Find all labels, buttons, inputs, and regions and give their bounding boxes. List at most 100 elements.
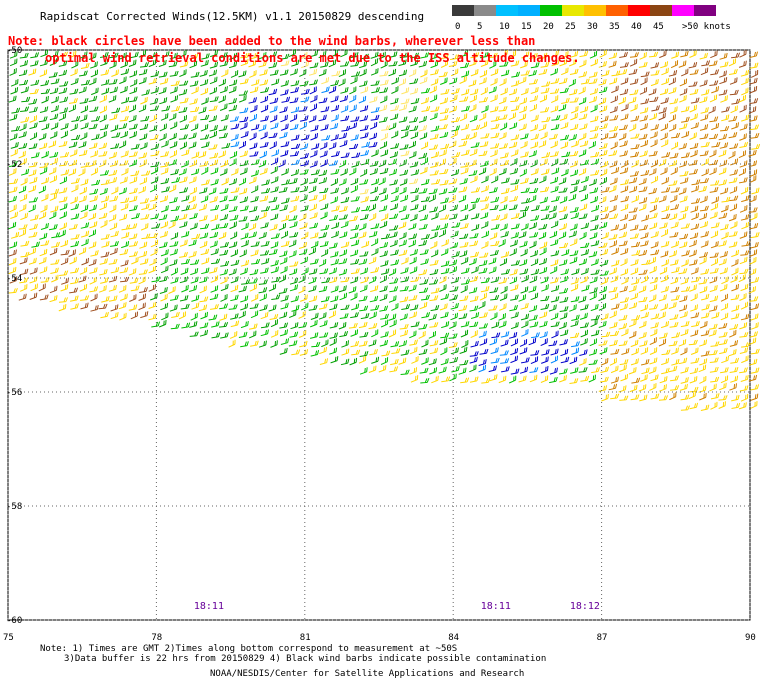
wind-barb xyxy=(510,80,520,87)
wind-barb xyxy=(308,304,318,311)
wind-barb xyxy=(408,233,418,240)
wind-barb xyxy=(320,61,329,68)
wind-barb xyxy=(660,240,670,248)
wind-barb xyxy=(99,202,108,211)
wind-barb xyxy=(548,304,557,312)
wind-barb xyxy=(529,305,538,312)
wind-barb xyxy=(649,51,659,58)
wind-barb xyxy=(690,122,699,130)
wind-barb xyxy=(201,267,210,275)
wind-barb xyxy=(391,186,399,195)
wind-barb xyxy=(159,241,168,249)
wind-barb xyxy=(460,204,469,212)
wind-barb xyxy=(728,177,738,184)
wind-barb xyxy=(19,158,27,166)
wind-barb xyxy=(689,376,698,384)
wind-barb xyxy=(501,268,510,275)
wind-barb xyxy=(81,257,89,266)
wind-barb xyxy=(250,340,259,347)
wind-barb xyxy=(659,222,668,229)
wind-barb xyxy=(461,149,470,156)
wind-barb xyxy=(101,241,110,248)
wind-barb xyxy=(431,212,439,220)
wind-barb xyxy=(58,196,68,203)
wind-barb xyxy=(740,69,750,77)
wind-barb xyxy=(518,123,527,131)
wind-barb xyxy=(440,347,448,356)
wind-barb xyxy=(529,275,538,284)
wind-barb xyxy=(250,169,259,177)
wind-barb xyxy=(658,107,667,114)
wind-barb xyxy=(210,214,219,222)
wind-barb xyxy=(250,249,259,257)
wind-barb xyxy=(599,270,609,276)
wind-barb xyxy=(751,322,759,330)
wind-barb xyxy=(518,211,526,220)
wind-barb xyxy=(680,405,690,411)
wind-barb xyxy=(479,69,488,78)
wind-barb xyxy=(171,105,181,112)
wind-barb xyxy=(499,213,508,221)
wind-barb xyxy=(348,94,357,103)
wind-barb xyxy=(671,266,680,274)
wind-barb xyxy=(241,222,249,231)
wind-barb xyxy=(519,366,529,374)
wind-barb xyxy=(739,322,748,330)
wind-barb xyxy=(700,293,710,301)
wind-barb xyxy=(49,113,59,121)
wind-barb xyxy=(398,205,407,213)
wind-barb xyxy=(520,133,529,140)
wind-barb xyxy=(450,347,459,355)
wind-barb xyxy=(668,114,676,123)
wind-barb xyxy=(411,356,419,364)
wind-barb xyxy=(629,319,637,328)
wind-barb xyxy=(349,52,359,59)
wind-barb xyxy=(609,115,619,121)
wind-barb xyxy=(551,115,561,121)
legend-label: 45 xyxy=(653,22,664,32)
wind-barb xyxy=(619,88,629,96)
wind-barb xyxy=(261,179,270,186)
wind-barb xyxy=(390,97,399,105)
wind-barb xyxy=(448,342,458,348)
wind-barb xyxy=(561,67,569,76)
wind-barb xyxy=(138,250,148,258)
wind-barb xyxy=(499,223,508,231)
wind-barb xyxy=(420,378,430,384)
wind-barb xyxy=(329,338,337,346)
wind-barb xyxy=(98,303,108,310)
wind-barb xyxy=(551,330,559,339)
wind-barb xyxy=(39,248,48,257)
wind-barb xyxy=(738,94,747,103)
wind-barb xyxy=(300,205,309,212)
wind-barb xyxy=(679,88,688,96)
wind-barb xyxy=(191,294,200,302)
wind-barb xyxy=(19,52,29,59)
wind-barb xyxy=(448,187,458,194)
wind-barb xyxy=(631,250,641,256)
wind-barb xyxy=(490,276,500,283)
wind-barb xyxy=(28,143,38,150)
wind-barb xyxy=(749,115,758,122)
wind-barb xyxy=(60,169,70,176)
wind-barb xyxy=(490,357,500,364)
wind-barb xyxy=(51,241,60,248)
wind-barb xyxy=(109,204,117,213)
wind-barb xyxy=(200,124,209,132)
wind-barb xyxy=(350,134,359,141)
wind-barb xyxy=(450,130,458,139)
wind-barb xyxy=(569,256,578,264)
wind-barb xyxy=(51,232,61,239)
wind-barb xyxy=(49,193,57,202)
wind-barb xyxy=(371,178,380,186)
wind-barb xyxy=(588,374,596,383)
wind-barb xyxy=(350,185,358,193)
wind-barb xyxy=(430,161,439,168)
wind-barb xyxy=(510,184,519,193)
wind-barb xyxy=(70,295,79,302)
wind-barb xyxy=(129,195,138,203)
wind-barb xyxy=(199,329,209,337)
wind-barb xyxy=(598,242,608,249)
wind-barb xyxy=(351,152,361,159)
wind-barb xyxy=(350,178,359,186)
